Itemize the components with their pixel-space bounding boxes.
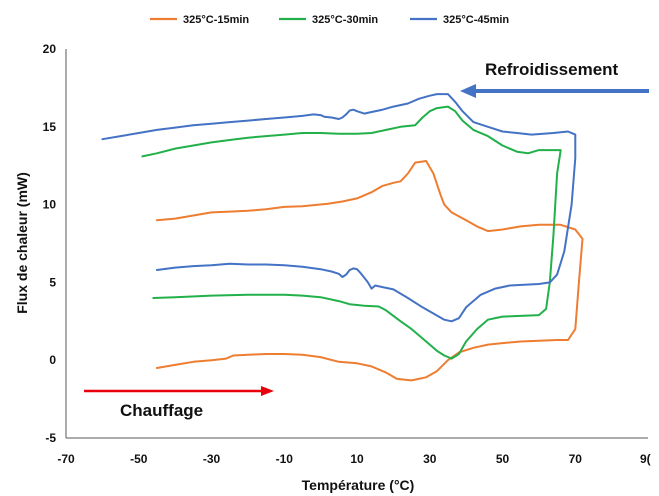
x-tick-label: 30 xyxy=(423,452,437,466)
annotation-chauffage-text: Chauffage xyxy=(120,401,203,420)
x-tick-label: -30 xyxy=(203,452,221,466)
legend-label-3: 325°C-45min xyxy=(443,14,509,26)
x-tick-label: -50 xyxy=(130,452,148,466)
heating-arrow-head xyxy=(261,386,274,396)
y-tick-labels: -5 0 5 10 15 20 xyxy=(43,42,57,445)
annotation-refroidissement-text: Refroidissement xyxy=(485,60,619,79)
legend-label-2: 325°C-30min xyxy=(312,14,378,26)
legend-entry-1: 325°C-15min xyxy=(150,14,249,26)
y-tick-label: 5 xyxy=(49,275,56,289)
annotation-chauffage: Chauffage xyxy=(84,386,274,420)
x-tick-label: 50 xyxy=(496,452,510,466)
y-tick-label: 0 xyxy=(49,353,56,367)
legend-entry-3: 325°C-45min xyxy=(410,14,509,26)
series-line-2 xyxy=(141,105,562,360)
y-tick-label: -5 xyxy=(45,431,56,445)
x-tick-label: -70 xyxy=(57,452,75,466)
x-tick-label: 9( xyxy=(640,452,651,466)
cooling-arrow-head xyxy=(460,84,476,98)
x-tick-label: 70 xyxy=(569,452,583,466)
y-tick-label: 10 xyxy=(43,198,57,212)
annotation-refroidissement: Refroidissement xyxy=(460,60,649,98)
series-line-1 xyxy=(155,160,584,382)
legend: 325°C-15min 325°C-30min 325°C-45min xyxy=(150,14,509,26)
y-axis-title: Flux de chaleur (mW) xyxy=(14,172,30,314)
x-tick-labels: -70 -50 -30 -10 10 30 50 70 9( xyxy=(57,452,650,466)
x-tick-label: 10 xyxy=(350,452,364,466)
y-tick-label: 20 xyxy=(43,42,57,56)
y-tick-label: 15 xyxy=(43,120,57,134)
series-line-3 xyxy=(101,93,577,323)
x-tick-label: -10 xyxy=(276,452,294,466)
legend-entry-2: 325°C-30min xyxy=(279,14,378,26)
series-layer xyxy=(101,93,584,382)
legend-label-1: 325°C-15min xyxy=(183,14,249,26)
x-axis-title: Température (°C) xyxy=(302,477,415,493)
